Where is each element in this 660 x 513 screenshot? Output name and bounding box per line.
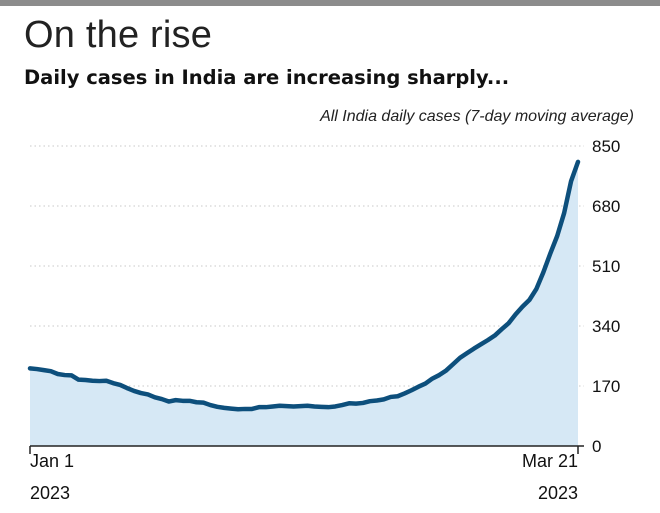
x-tick-year-0: 2023	[30, 483, 70, 503]
y-tick-340: 340	[592, 317, 620, 336]
y-tick-850: 850	[592, 137, 620, 156]
page-title: On the rise	[24, 14, 213, 56]
y-axis-label: All India daily cases (7-day moving aver…	[319, 108, 634, 125]
y-tick-170: 170	[592, 377, 620, 396]
x-tick-label-0: Jan 1	[30, 451, 74, 471]
y-tick-680: 680	[592, 197, 620, 216]
y-tick-0: 0	[592, 437, 601, 456]
series-area	[30, 161, 578, 446]
x-tick-year-1: 2023	[538, 483, 578, 503]
top-bar	[0, 0, 660, 6]
page-subtitle: Daily cases in India are increasing shar…	[24, 66, 510, 89]
x-tick-label-1: Mar 21	[522, 451, 578, 471]
series-line	[27, 159, 581, 412]
y-tick-510: 510	[592, 257, 620, 276]
